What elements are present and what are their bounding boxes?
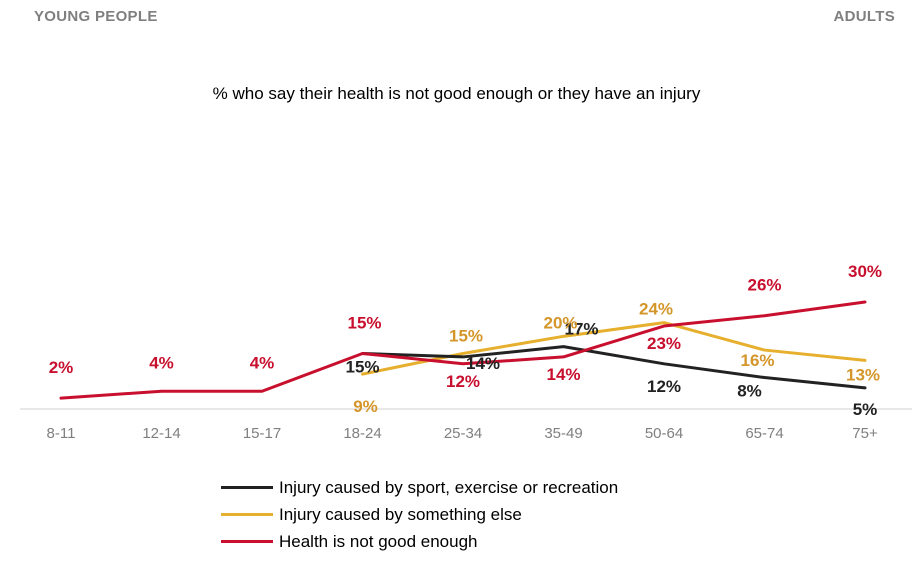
x-tick-label: 50-64 xyxy=(645,425,683,442)
data-label-other-injury: 24% xyxy=(639,300,673,319)
legend-item-health: Health is not good enough xyxy=(221,528,618,555)
data-label-other-injury: 9% xyxy=(353,397,378,416)
data-label-sport-injury: 12% xyxy=(647,377,681,396)
adults-header: ADULTS xyxy=(833,8,895,25)
data-label-other-injury: 13% xyxy=(846,365,880,384)
legend-item-sport-injury: Injury caused by sport, exercise or recr… xyxy=(221,474,618,501)
x-tick-label: 15-17 xyxy=(243,425,281,442)
data-label-sport-injury: 14% xyxy=(466,354,500,373)
x-tick-label: 65-74 xyxy=(745,425,783,442)
data-label-health: 23% xyxy=(647,334,681,353)
legend-swatch-other-injury xyxy=(221,513,273,516)
data-label-sport-injury: 5% xyxy=(853,400,878,419)
x-tick-label: 12-14 xyxy=(142,425,180,442)
series-line-health xyxy=(59,300,867,400)
data-label-health: 26% xyxy=(747,276,781,295)
legend-label-sport-injury: Injury caused by sport, exercise or recr… xyxy=(279,477,619,497)
data-label-health: 4% xyxy=(250,353,275,372)
legend-item-other-injury: Injury caused by something else xyxy=(221,501,618,528)
data-label-health: 2% xyxy=(49,358,74,377)
legend-swatch-sport-injury xyxy=(221,486,273,489)
legend: Injury caused by sport, exercise or recr… xyxy=(221,474,618,555)
series-line-sport-injury xyxy=(361,345,867,390)
x-tick-label: 35-49 xyxy=(544,425,582,442)
series-line-other-injury xyxy=(361,321,867,376)
data-label-sport-injury: 8% xyxy=(737,382,762,401)
data-label-health: 30% xyxy=(848,262,882,281)
data-label-health: 12% xyxy=(446,372,480,391)
legend-label-health: Health is not good enough xyxy=(279,531,478,551)
data-label-other-injury: 16% xyxy=(740,351,774,370)
x-tick-label: 18-24 xyxy=(343,425,381,442)
data-label-health: 14% xyxy=(546,365,580,384)
x-tick-label: 25-34 xyxy=(444,425,482,442)
data-label-sport-injury: 17% xyxy=(564,320,598,339)
data-label-other-injury: 15% xyxy=(449,327,483,346)
x-tick-label: 8-11 xyxy=(47,425,76,442)
chart-title: % who say their health is not good enoug… xyxy=(212,84,701,103)
data-label-health: 4% xyxy=(149,353,174,372)
young-people-header: YOUNG PEOPLE xyxy=(34,8,158,25)
legend-label-other-injury: Injury caused by something else xyxy=(279,504,522,524)
data-label-health: 15% xyxy=(347,314,381,333)
x-tick-label: 75+ xyxy=(852,425,878,442)
data-label-other-injury: 20% xyxy=(543,313,577,332)
data-label-sport-injury: 15% xyxy=(345,358,379,377)
legend-swatch-health xyxy=(221,540,273,543)
